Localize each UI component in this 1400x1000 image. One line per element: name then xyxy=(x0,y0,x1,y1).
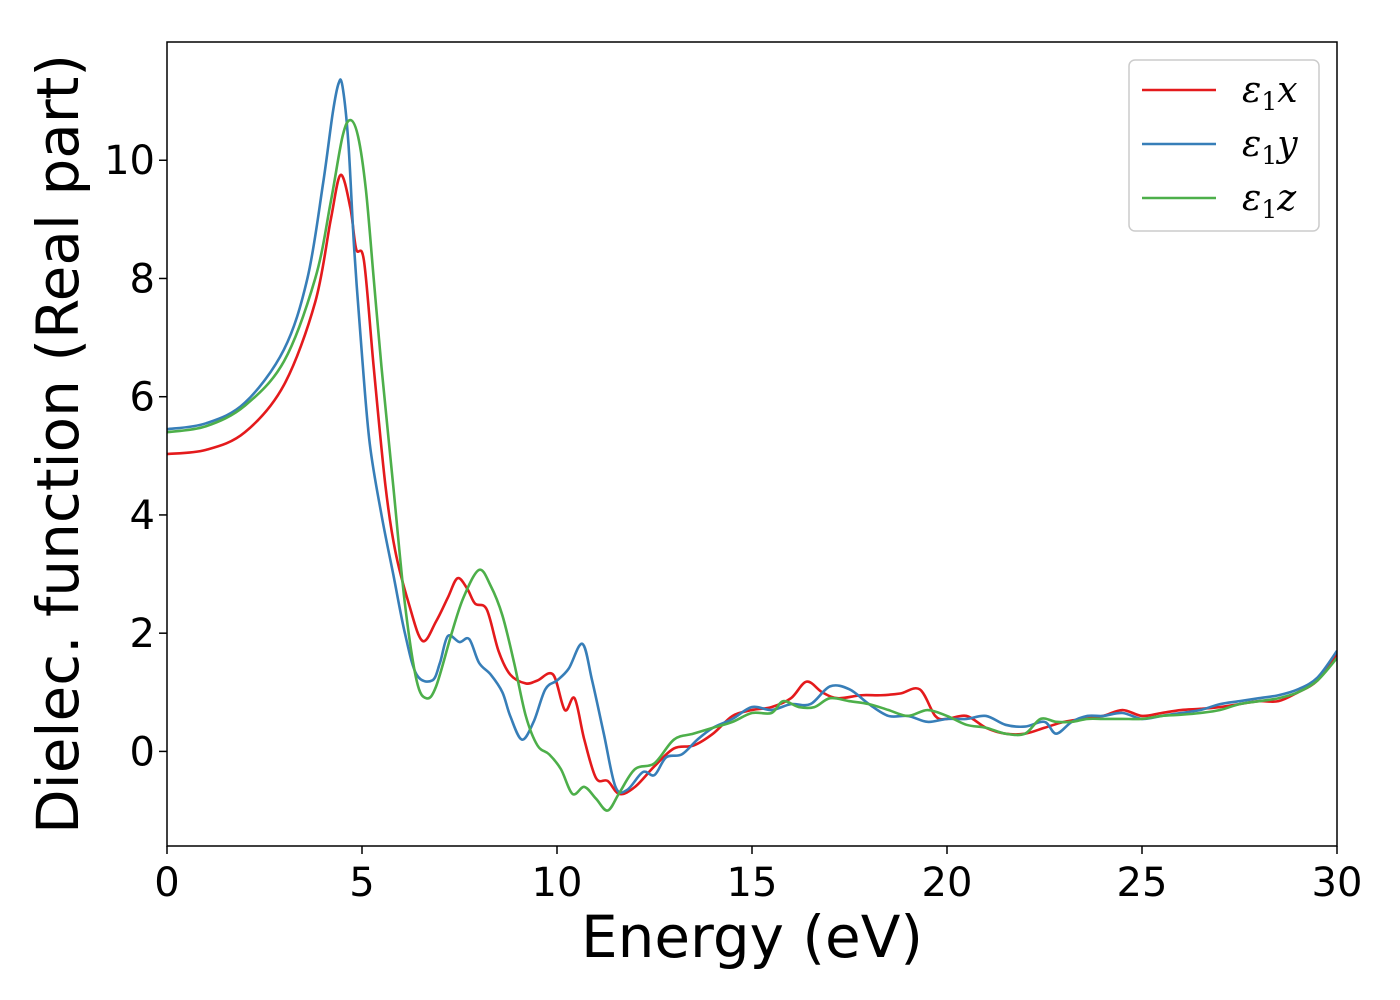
legend-entry-2: ε1z xyxy=(1142,178,1297,224)
series-line-0 xyxy=(167,173,1337,796)
y-tick-label: 4 xyxy=(130,493,155,539)
x-axis: 0 5 10 15 20 25 30 xyxy=(154,846,1362,906)
y-tick-label: 2 xyxy=(130,611,155,657)
legend-box xyxy=(1128,59,1320,232)
series-layer xyxy=(167,78,1337,812)
x-tick-label: 25 xyxy=(1117,860,1168,906)
y-axis: 0 2 4 6 8 10 xyxy=(104,138,167,775)
x-axis-label: Energy (eV) xyxy=(581,903,923,971)
legend: ε1x ε1y ε1z xyxy=(1128,59,1320,232)
series-line-2 xyxy=(167,118,1337,812)
legend-entry-0: ε1x xyxy=(1142,70,1298,116)
y-tick-label: 6 xyxy=(130,375,155,421)
y-axis-label: Dielec. function (Real part) xyxy=(24,54,92,834)
x-tick-label: 20 xyxy=(922,860,973,906)
x-tick-label: 30 xyxy=(1312,860,1363,906)
x-tick-label: 10 xyxy=(532,860,583,906)
y-tick-label: 0 xyxy=(130,729,155,775)
y-tick-label: 8 xyxy=(130,256,155,302)
x-tick-label: 0 xyxy=(154,860,179,906)
x-tick-label: 15 xyxy=(727,860,778,906)
legend-label: ε1z xyxy=(1242,178,1297,224)
series-line-1 xyxy=(167,78,1337,795)
legend-label: ε1x xyxy=(1242,70,1298,116)
legend-entry-1: ε1y xyxy=(1142,124,1298,170)
x-tick-label: 5 xyxy=(349,860,374,906)
legend-label: ε1y xyxy=(1242,124,1298,170)
y-tick-label: 10 xyxy=(104,138,155,184)
